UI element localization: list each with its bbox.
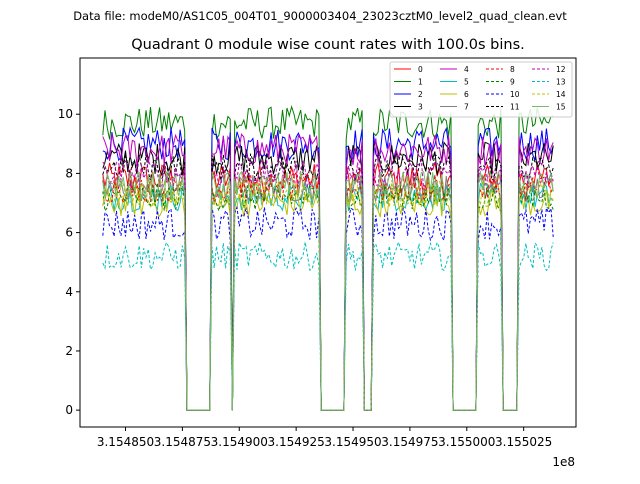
x-tick-label: 3.155025 [495,435,552,449]
legend-label: 6 [464,90,469,99]
legend-label: 7 [464,103,469,112]
x-axis: 3.154850 3.154875 3.154900 3.154925 3.154950… [97,427,552,449]
y-tick-label: 6 [65,226,73,240]
series-line-9 [102,182,554,411]
x-tick-label: 3.154850 [97,435,154,449]
series-line-15 [102,170,554,411]
y-tick-label: 8 [65,166,73,180]
series-line-6 [102,188,554,411]
series-line-10 [102,205,554,411]
legend-label: 3 [418,103,423,112]
legend-label: 2 [418,90,423,99]
legend-label: 14 [556,90,566,99]
x-tick-label: 3.154925 [268,435,325,449]
legend-label: 0 [418,65,423,74]
legend-label: 9 [510,78,515,87]
series-line-4 [102,133,554,411]
x-tick-label: 3.154975 [381,435,438,449]
y-tick-label: 4 [65,285,73,299]
y-tick-label: 10 [58,107,73,121]
legend-label: 12 [556,65,566,74]
x-tick-label: 3.155000 [438,435,495,449]
legend-label: 8 [510,65,515,74]
y-axis: 0 2 4 6 8 10 [58,107,80,417]
series-line-5 [102,182,554,411]
legend-box [389,61,573,118]
series-line-13 [102,240,554,411]
x-tick-label: 3.154900 [211,435,268,449]
suptitle: Data file: modeM0/AS1C05_004T01_90000034… [73,9,567,23]
y-tick-label: 0 [65,403,73,417]
x-tick-label: 3.154875 [154,435,211,449]
series-line-7 [102,173,554,411]
y-tick-label: 2 [65,344,73,358]
axes-frame [79,57,577,428]
legend-label: 11 [510,103,520,112]
legend-label: 5 [464,78,469,87]
chart-title: Quadrant 0 module wise count rates with … [131,37,525,53]
plot-lines [102,105,554,411]
legend-label: 13 [556,78,566,87]
legend-label: 4 [464,65,469,74]
legend-label: 10 [510,90,520,99]
x-offset-label: 1e8 [552,455,575,469]
x-tick-label: 3.154950 [324,435,381,449]
legend-label: 15 [556,103,566,112]
legend-label: 1 [418,78,423,87]
series-line-8 [102,172,554,411]
